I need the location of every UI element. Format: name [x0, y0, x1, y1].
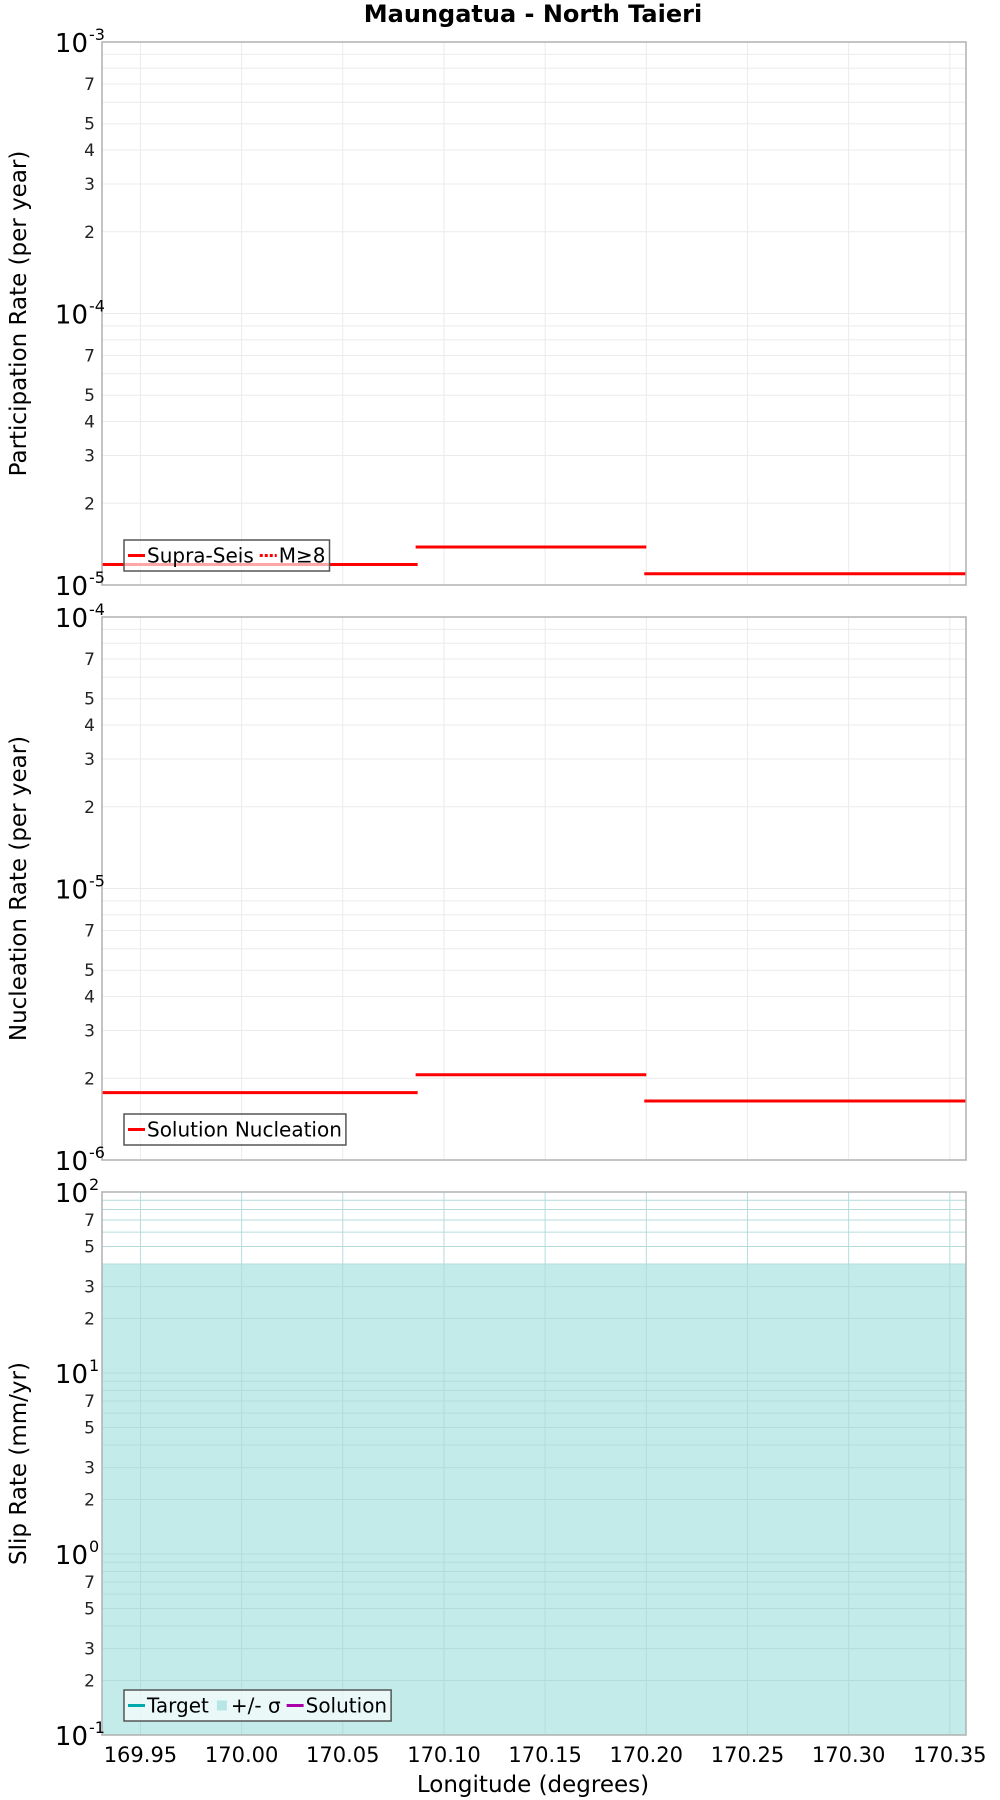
y-minor-tick-label: 2 — [84, 1310, 95, 1330]
plot-frame — [101, 41, 967, 586]
legend[interactable]: Target +/- σ Solution — [123, 1689, 392, 1722]
y-minor-tick-label: 5 — [84, 386, 95, 406]
y-major-tick-exponent: -4 — [89, 297, 105, 316]
legend-box — [123, 1689, 392, 1722]
y-minor-tick-label: 3 — [84, 1640, 95, 1660]
plot-frame — [101, 616, 967, 1161]
grid — [102, 617, 966, 1160]
y-axis-label: Slip Rate (mm/yr) — [6, 1362, 32, 1565]
legend-box — [123, 539, 331, 572]
grid — [102, 42, 966, 585]
x-tick-labels: 169.95 170.00 170.05 170.10 170.15 170.20 170.… — [104, 1743, 987, 1767]
y-minor-tick-label: 7 — [84, 1392, 95, 1412]
y-minor-tick-label: 2 — [84, 494, 95, 514]
y-minor-tick-label: 2 — [84, 1672, 95, 1692]
y-major-tick-exponent: 0 — [89, 1537, 99, 1556]
y-minor-tick-label: 2 — [84, 1069, 95, 1089]
y-minor-tick-label: 4 — [84, 141, 95, 161]
y-major-tick-exponent: 1 — [89, 1356, 99, 1375]
x-tick-label: 169.95 — [104, 1743, 177, 1767]
y-minor-tick-label: 5 — [84, 115, 95, 135]
legend-swatch-icon — [216, 1700, 227, 1711]
y-major-tick-exponent: -3 — [89, 25, 105, 44]
y-minor-tick-label: 5 — [84, 1418, 95, 1438]
y-minor-tick-label: 7 — [84, 347, 95, 367]
y-minor-tick-label: 4 — [84, 413, 95, 433]
y-minor-tick-label: 7 — [84, 650, 95, 670]
y-axis-label: Nucleation Rate (per year) — [6, 736, 32, 1041]
y-major-tick-exponent: -6 — [89, 1143, 105, 1162]
legend-entry-label: Solution — [306, 1694, 387, 1718]
x-tick-label: 170.05 — [306, 1743, 379, 1767]
y-minor-tick-label: 3 — [84, 1278, 95, 1298]
y-major-tick-label: 10 — [55, 1147, 88, 1177]
plot-frame — [101, 1191, 967, 1736]
y-minor-tick-label: 5 — [84, 961, 95, 981]
y-minor-tick-label: 3 — [84, 1459, 95, 1479]
x-tick-label: 170.10 — [407, 1743, 480, 1767]
y-minor-tick-label: 7 — [84, 75, 95, 95]
legend[interactable]: Supra-Seis M≥8 — [123, 539, 331, 572]
plot-data — [102, 1073, 966, 1103]
grid — [102, 1192, 966, 1735]
y-major-tick-label: 10 — [55, 1179, 88, 1209]
y-minor-tick-label: 3 — [84, 1021, 95, 1041]
chart-title: Maungatua - North Taieri — [364, 0, 702, 28]
y-minor-tick-label: 3 — [84, 750, 95, 770]
y-minor-tick-label: 7 — [84, 1211, 95, 1231]
x-tick-label: 170.25 — [711, 1743, 784, 1767]
legend[interactable]: Solution Nucleation — [123, 1113, 347, 1146]
y-axis-label: Participation Rate (per year) — [6, 151, 32, 477]
y-major-tick-label: 10 — [55, 604, 88, 634]
y-minor-tick-label: 3 — [84, 446, 95, 466]
y-major-tick-exponent: 2 — [89, 1175, 99, 1194]
x-axis-label: Longitude (degrees) — [417, 1772, 649, 1798]
y-major-tick-label: 10 — [55, 572, 88, 602]
y-major-tick-exponent: -5 — [89, 872, 105, 891]
y-major-tick-label: 10 — [55, 876, 88, 906]
y-minor-tick-label: 7 — [84, 922, 95, 942]
y-minor-tick-label: 5 — [84, 690, 95, 710]
y-minor-tick-label: 2 — [84, 1491, 95, 1511]
y-minor-tick-label: 4 — [84, 988, 95, 1008]
legend-box — [123, 1113, 347, 1146]
x-tick-label: 170.15 — [508, 1743, 581, 1767]
y-major-tick-exponent: -5 — [89, 568, 105, 587]
y-minor-tick-label: 3 — [84, 175, 95, 195]
y-major-tick-label: 10 — [55, 29, 88, 59]
y-major-tick-exponent: -1 — [89, 1718, 105, 1737]
x-tick-label: 170.30 — [812, 1743, 885, 1767]
y-minor-tick-label: 7 — [84, 1573, 95, 1593]
legend-entry-label: Solution Nucleation — [147, 1118, 342, 1142]
y-major-tick-label: 10 — [55, 1360, 88, 1390]
y-minor-tick-label: 5 — [84, 1599, 95, 1619]
legend-entry-label: M≥8 — [279, 544, 326, 568]
legend-entry-label: +/- σ — [231, 1694, 281, 1718]
y-major-tick-label: 10 — [55, 1541, 88, 1571]
x-tick-label: 170.35 — [913, 1743, 986, 1767]
x-tick-label: 170.00 — [205, 1743, 278, 1767]
y-major-tick-exponent: -4 — [89, 600, 105, 619]
y-major-tick-label: 10 — [55, 1722, 88, 1752]
x-tick-label: 170.20 — [610, 1743, 683, 1767]
y-minor-tick-label: 2 — [84, 798, 95, 818]
legend-entry-label: Supra-Seis — [147, 544, 254, 568]
y-minor-tick-label: 4 — [84, 716, 95, 736]
legend-entry-label: Target — [146, 1694, 209, 1718]
y-minor-tick-label: 5 — [84, 1237, 95, 1257]
y-major-tick-label: 10 — [55, 301, 88, 331]
y-minor-tick-label: 2 — [84, 223, 95, 243]
